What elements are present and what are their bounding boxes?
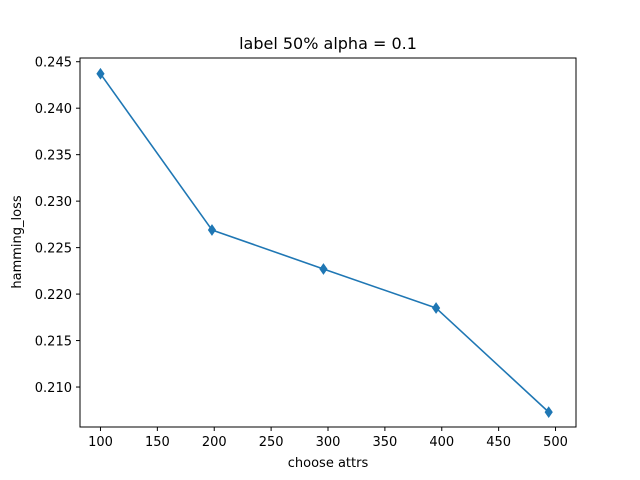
y-tick-label: 0.240 <box>35 102 72 117</box>
data-point-marker <box>207 224 217 236</box>
chart-title: label 50% alpha = 0.1 <box>239 34 417 53</box>
data-point-marker <box>544 406 553 418</box>
data-point-marker <box>319 263 328 275</box>
y-tick-label: 0.220 <box>35 288 72 303</box>
x-tick-label: 150 <box>145 435 170 450</box>
x-tick-label: 350 <box>372 435 397 450</box>
x-tick-label: 500 <box>543 435 568 450</box>
x-tick-label: 400 <box>429 435 454 450</box>
x-axis-label: choose attrs <box>288 456 369 471</box>
y-tick-label: 0.235 <box>35 149 72 164</box>
y-axis-label: hamming_loss <box>10 195 25 288</box>
x-tick-label: 300 <box>316 435 341 450</box>
plot-area: 100 150 200 250 300 350 400 450 500 0.210 0.215 0.2… <box>35 56 577 450</box>
x-tick-label: 200 <box>202 435 227 450</box>
y-tick-label: 0.215 <box>35 335 72 350</box>
data-point-marker <box>96 67 105 80</box>
data-point-marker <box>431 302 441 314</box>
y-tick-label: 0.210 <box>35 381 72 396</box>
y-tick-label: 0.225 <box>35 242 72 257</box>
x-tick-label: 450 <box>486 435 511 450</box>
y-tick-label: 0.245 <box>35 56 72 71</box>
x-tick-label: 100 <box>88 435 113 450</box>
x-tick-label: 250 <box>259 435 284 450</box>
y-tick-label: 0.230 <box>35 195 72 210</box>
axes-frame <box>79 57 577 428</box>
